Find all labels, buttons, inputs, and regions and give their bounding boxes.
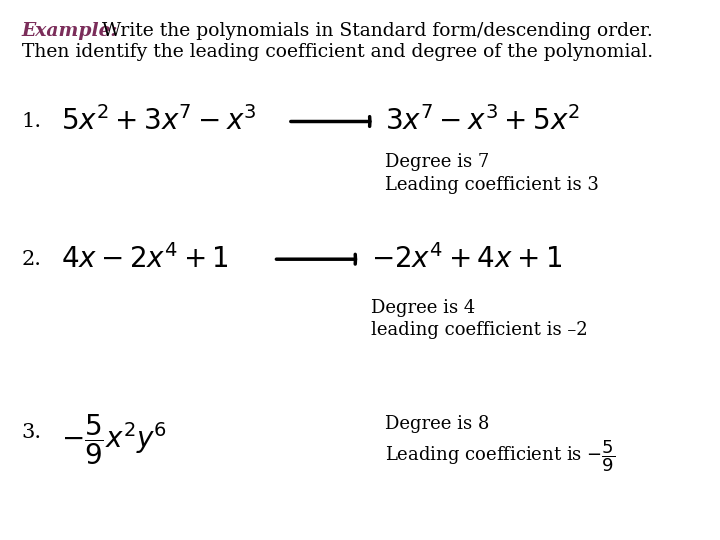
Text: $4x-2x^4+1$: $4x-2x^4+1$ — [61, 244, 229, 274]
Text: Degree is 4: Degree is 4 — [371, 299, 475, 317]
Text: $-2x^4+4x+1$: $-2x^4+4x+1$ — [371, 244, 562, 274]
Text: 2.: 2. — [22, 249, 42, 269]
Text: Then identify the leading coefficient and degree of the polynomial.: Then identify the leading coefficient an… — [22, 43, 653, 61]
Text: $-\dfrac{5}{9}x^2y^6$: $-\dfrac{5}{9}x^2y^6$ — [61, 413, 167, 468]
Text: Write the polynomials in Standard form/descending order.: Write the polynomials in Standard form/d… — [102, 22, 653, 39]
Text: Example:: Example: — [22, 22, 118, 39]
Text: Degree is 7: Degree is 7 — [385, 153, 490, 171]
Text: 1.: 1. — [22, 112, 42, 131]
Text: $5x^2+3x^7-x^3$: $5x^2+3x^7-x^3$ — [61, 106, 257, 137]
Text: leading coefficient is –2: leading coefficient is –2 — [371, 321, 588, 340]
Text: Degree is 8: Degree is 8 — [385, 415, 490, 433]
Text: Leading coefficient is 3: Leading coefficient is 3 — [385, 176, 599, 194]
Text: $3x^7-x^3+5x^2$: $3x^7-x^3+5x^2$ — [385, 106, 580, 137]
Text: Leading coefficient is $-\dfrac{5}{9}$: Leading coefficient is $-\dfrac{5}{9}$ — [385, 438, 616, 474]
Text: 3.: 3. — [22, 422, 42, 442]
